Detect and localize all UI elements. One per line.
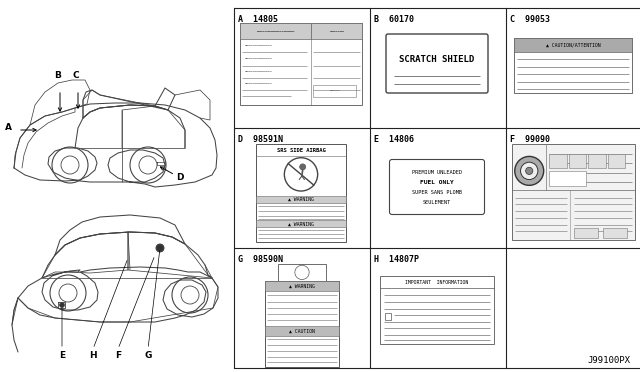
Text: H: H	[89, 352, 97, 360]
Text: B  60170: B 60170	[374, 15, 414, 23]
Text: SUPER SANS PLOMB: SUPER SANS PLOMB	[412, 190, 462, 196]
Circle shape	[156, 244, 164, 252]
Bar	[608, 154, 625, 168]
Text: SRS SIDE AIRBAG: SRS SIDE AIRBAG	[276, 148, 325, 153]
Text: ━━━━━━━: ━━━━━━━	[329, 30, 344, 34]
Text: ─────────────: ─────────────	[244, 44, 271, 48]
Bar	[514, 38, 632, 93]
Text: ─────: ─────	[328, 89, 339, 93]
Text: G: G	[144, 352, 152, 360]
Text: C: C	[73, 71, 79, 80]
Bar	[569, 154, 586, 168]
Text: ▲ WARNING: ▲ WARNING	[289, 283, 315, 288]
Text: ▲ CAUTION: ▲ CAUTION	[289, 328, 315, 333]
Text: H  14807P: H 14807P	[374, 254, 419, 263]
Bar	[603, 228, 627, 238]
Text: A: A	[5, 124, 12, 132]
Circle shape	[515, 156, 544, 185]
Text: ─────────────: ─────────────	[244, 57, 271, 61]
Text: SCRATCH SHIELD: SCRATCH SHIELD	[399, 55, 475, 64]
Text: ▲ CAUTION/ATTENTION: ▲ CAUTION/ATTENTION	[546, 42, 600, 47]
Circle shape	[60, 302, 65, 308]
Bar	[256, 196, 346, 203]
Bar	[264, 281, 339, 367]
Bar	[550, 171, 586, 186]
Text: IMPORTANT  INFORMATION: IMPORTANT INFORMATION	[405, 280, 468, 285]
Text: D: D	[176, 173, 184, 182]
Text: ▲ WARNING: ▲ WARNING	[288, 197, 314, 202]
Circle shape	[300, 164, 306, 170]
Text: G  98590N: G 98590N	[238, 254, 283, 263]
Bar	[256, 144, 346, 242]
Bar	[256, 221, 346, 227]
Text: D  98591N: D 98591N	[238, 135, 283, 144]
Text: ─────────────: ─────────────	[244, 83, 271, 87]
Bar	[240, 23, 362, 105]
Text: F  99090: F 99090	[510, 135, 550, 144]
Circle shape	[525, 167, 533, 174]
Circle shape	[520, 162, 538, 180]
Text: ━━━━━━━━━━━━━━━━━━: ━━━━━━━━━━━━━━━━━━	[256, 30, 294, 34]
Text: E  14806: E 14806	[374, 135, 414, 144]
Bar	[311, 23, 362, 39]
Text: ─────────────: ─────────────	[244, 70, 271, 74]
Bar	[264, 326, 339, 336]
Bar	[512, 144, 635, 240]
Bar	[264, 281, 339, 291]
Bar	[313, 85, 356, 97]
Text: SEULEMENT: SEULEMENT	[423, 199, 451, 205]
Bar	[240, 23, 311, 39]
Text: PREMIUM UNLEADED: PREMIUM UNLEADED	[412, 170, 462, 176]
Bar	[573, 228, 598, 238]
Text: A  14805: A 14805	[238, 15, 278, 23]
Bar	[588, 154, 605, 168]
Text: B: B	[54, 71, 61, 80]
Bar	[278, 264, 326, 281]
Text: C  99053: C 99053	[510, 15, 550, 23]
Bar	[385, 313, 391, 320]
Text: F: F	[115, 352, 121, 360]
Bar	[380, 276, 494, 344]
Text: J99100PX: J99100PX	[587, 356, 630, 365]
Bar	[550, 154, 566, 168]
Text: ▲ WARNING: ▲ WARNING	[288, 221, 314, 227]
Text: FUEL ONLY: FUEL ONLY	[420, 180, 454, 186]
Text: E: E	[59, 352, 65, 360]
Bar	[514, 38, 632, 52]
